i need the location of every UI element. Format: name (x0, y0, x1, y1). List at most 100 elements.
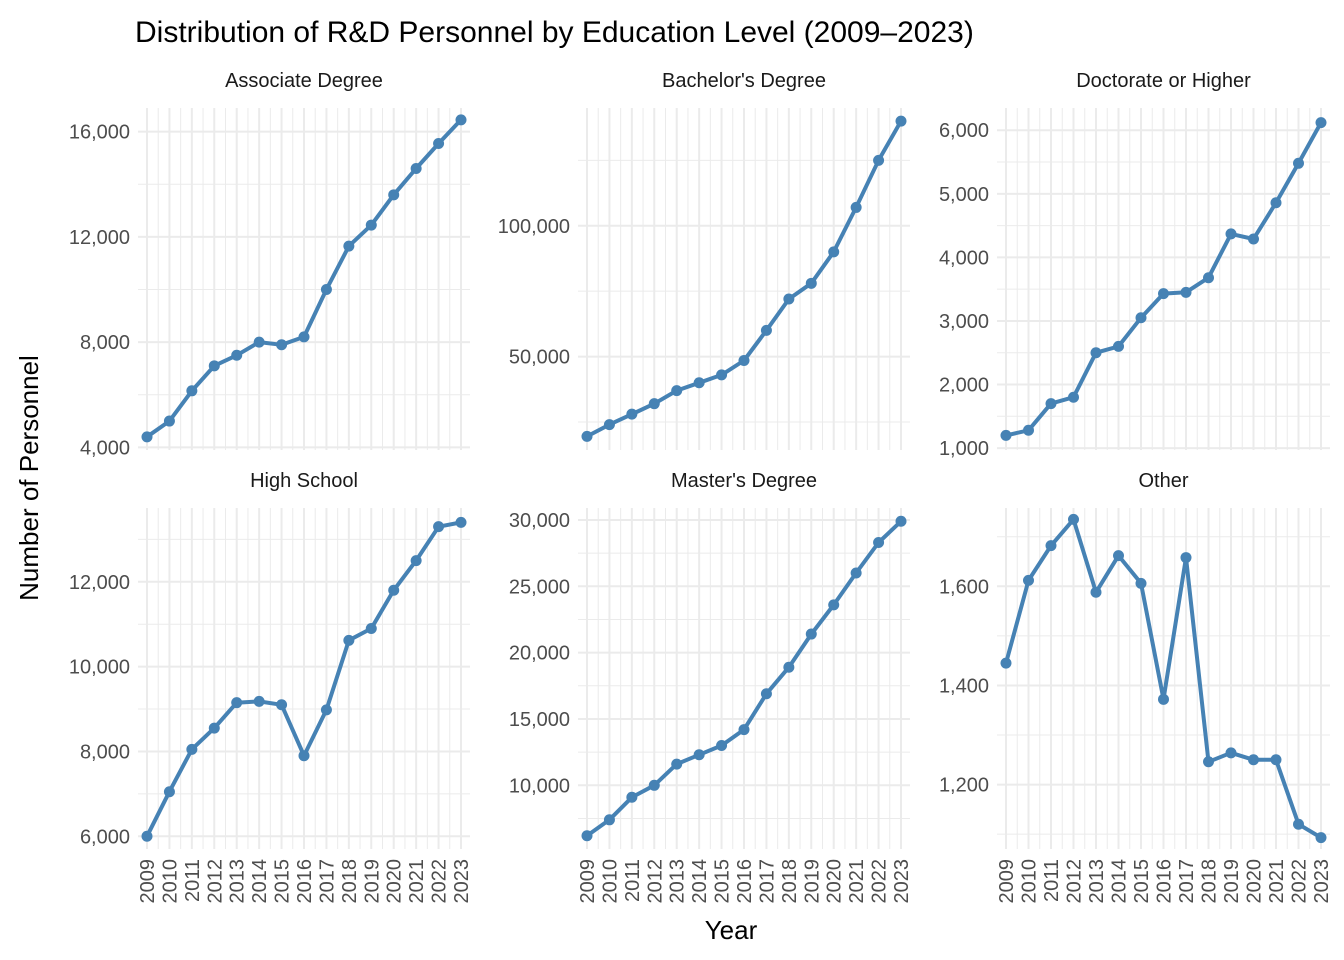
data-point (1293, 818, 1304, 830)
data-point (433, 138, 445, 150)
data-point (343, 240, 355, 252)
x-tick-label: 2023 (451, 859, 473, 904)
x-tick-label: 2018 (779, 859, 801, 904)
y-tick-label: 8,000 (80, 332, 130, 354)
data-point (208, 360, 220, 372)
data-point (738, 355, 750, 367)
data-point (455, 114, 467, 126)
x-tick-label: 2016 (294, 859, 316, 904)
data-point (186, 743, 198, 755)
x-tick-label: 2023 (1311, 859, 1333, 904)
data-point (805, 628, 817, 640)
data-point (1225, 747, 1237, 759)
facet-panel: 10,000 15,000 20,000 25,000 30,000 Master's D… (509, 470, 913, 904)
x-tick-label: 2009 (996, 859, 1018, 904)
x-tick-label: 2022 (1289, 859, 1311, 904)
x-tick-label: 2010 (1019, 859, 1041, 904)
data-point (1068, 513, 1079, 525)
data-point (1135, 312, 1147, 324)
y-tick-label: 5,000 (939, 184, 989, 206)
facet-panel: 1,000 2,000 3,000 4,000 5,000 6,000 Doctorate … (939, 70, 1330, 460)
x-tick-label: 2015 (272, 859, 294, 904)
x-tick-label: 2012 (1064, 859, 1086, 904)
data-point (320, 284, 332, 296)
data-point (760, 688, 772, 700)
y-tick-label: 6,000 (80, 826, 130, 848)
facet-panel: 1,200 1,400 1,600 Other 2009 2010 2011 2012 2013… (939, 470, 1333, 904)
data-point (320, 704, 332, 716)
x-tick-label: 2012 (644, 859, 666, 904)
data-point (873, 154, 885, 166)
facet-strip-label: Master's Degree (671, 470, 817, 492)
data-point (410, 163, 422, 175)
data-point (603, 814, 615, 826)
x-tick-label: 2010 (159, 859, 181, 904)
x-tick-label: 2022 (429, 859, 451, 904)
x-tick-label: 2013 (667, 859, 689, 904)
y-tick-label: 10,000 (509, 775, 570, 797)
data-point (1000, 657, 1012, 669)
x-tick-label: 2023 (891, 859, 913, 904)
data-point (1203, 756, 1214, 768)
data-point (1158, 693, 1169, 705)
data-point (141, 431, 153, 443)
x-tick-label: 2017 (316, 859, 338, 904)
data-point (1293, 157, 1304, 169)
data-point (1023, 424, 1034, 436)
y-tick-label: 2,000 (939, 375, 989, 397)
y-tick-label: 30,000 (509, 510, 570, 532)
data-point (873, 536, 885, 548)
y-tick-label: 1,000 (939, 438, 989, 460)
data-point (343, 634, 355, 646)
data-point (1113, 340, 1124, 352)
data-point (231, 349, 243, 361)
x-tick-label: 2010 (599, 859, 621, 904)
data-point (581, 830, 593, 842)
x-tick-label: 2019 (801, 859, 823, 904)
chart-title: Distribution of R&D Personnel by Educati… (135, 16, 974, 49)
data-point (1113, 550, 1124, 562)
x-tick-label: 2021 (406, 859, 428, 904)
y-tick-label: 4,000 (80, 437, 130, 459)
y-axis-title: Number of Personnel (14, 355, 44, 601)
data-point (805, 277, 817, 289)
y-tick-label: 15,000 (509, 709, 570, 731)
data-point (1203, 272, 1214, 284)
facet-strip-label: Bachelor's Degree (662, 70, 826, 92)
x-tick-label: 2009 (577, 859, 599, 904)
y-tick-label: 20,000 (509, 643, 570, 665)
data-point (433, 521, 445, 533)
y-tick-label: 6,000 (939, 120, 989, 142)
x-tick-label: 2013 (227, 859, 249, 904)
data-point (626, 408, 638, 420)
y-tick-label: 4,000 (939, 247, 989, 269)
data-point (1315, 832, 1327, 844)
data-point (1045, 398, 1057, 410)
y-tick-label: 8,000 (80, 741, 130, 763)
x-tick-label: 2021 (846, 859, 868, 904)
data-point (163, 415, 175, 427)
data-point (671, 758, 683, 770)
x-axis-title: Year (705, 915, 758, 945)
data-point (693, 377, 705, 389)
data-point (716, 740, 728, 752)
facet-strip-label: Doctorate or Higher (1076, 70, 1251, 92)
x-tick-label: 2011 (182, 859, 204, 902)
y-tick-label: 12,000 (69, 572, 130, 594)
data-point (850, 201, 862, 213)
data-point (141, 830, 153, 842)
y-tick-label: 3,000 (939, 311, 989, 333)
y-tick-label: 10,000 (69, 657, 130, 679)
data-point (1270, 197, 1282, 209)
y-tick-label: 1,400 (939, 675, 989, 697)
x-tick-label: 2012 (204, 859, 226, 904)
data-point (276, 339, 288, 351)
facet-strip-label: High School (250, 470, 358, 492)
data-point (1068, 391, 1079, 403)
facet-panel: 50,000 100,000 Bachelor's Degree (498, 70, 910, 450)
data-point (626, 791, 638, 803)
x-tick-label: 2020 (384, 859, 406, 904)
data-point (1180, 286, 1192, 298)
y-tick-label: 1,600 (939, 576, 989, 598)
data-point (1023, 574, 1034, 586)
